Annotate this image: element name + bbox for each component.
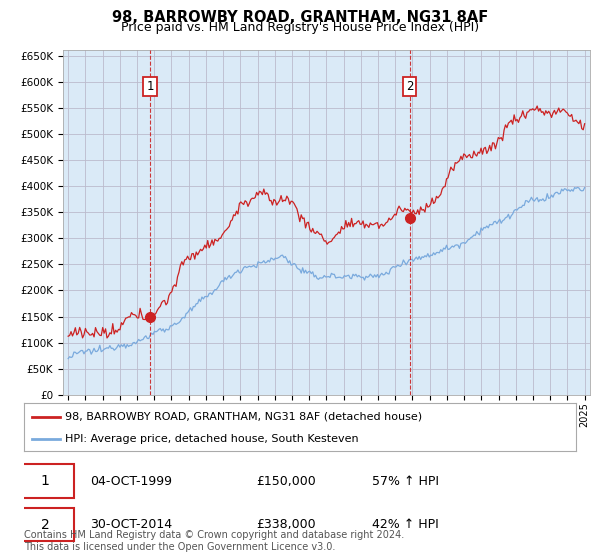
Text: 30-OCT-2014: 30-OCT-2014	[90, 518, 172, 531]
Text: HPI: Average price, detached house, South Kesteven: HPI: Average price, detached house, Sout…	[65, 434, 359, 444]
Text: 57% ↑ HPI: 57% ↑ HPI	[372, 474, 439, 488]
Text: £150,000: £150,000	[256, 474, 316, 488]
FancyBboxPatch shape	[16, 464, 74, 498]
Text: 42% ↑ HPI: 42% ↑ HPI	[372, 518, 439, 531]
Text: 98, BARROWBY ROAD, GRANTHAM, NG31 8AF: 98, BARROWBY ROAD, GRANTHAM, NG31 8AF	[112, 10, 488, 25]
Text: 04-OCT-1999: 04-OCT-1999	[90, 474, 172, 488]
Text: 2: 2	[406, 81, 413, 94]
Text: 1: 1	[41, 474, 49, 488]
FancyBboxPatch shape	[16, 508, 74, 542]
Text: 1: 1	[146, 81, 154, 94]
Text: 2: 2	[41, 517, 49, 532]
Text: Price paid vs. HM Land Registry's House Price Index (HPI): Price paid vs. HM Land Registry's House …	[121, 21, 479, 34]
Text: £338,000: £338,000	[256, 518, 316, 531]
Text: Contains HM Land Registry data © Crown copyright and database right 2024.
This d: Contains HM Land Registry data © Crown c…	[24, 530, 404, 552]
Text: 98, BARROWBY ROAD, GRANTHAM, NG31 8AF (detached house): 98, BARROWBY ROAD, GRANTHAM, NG31 8AF (d…	[65, 412, 422, 422]
